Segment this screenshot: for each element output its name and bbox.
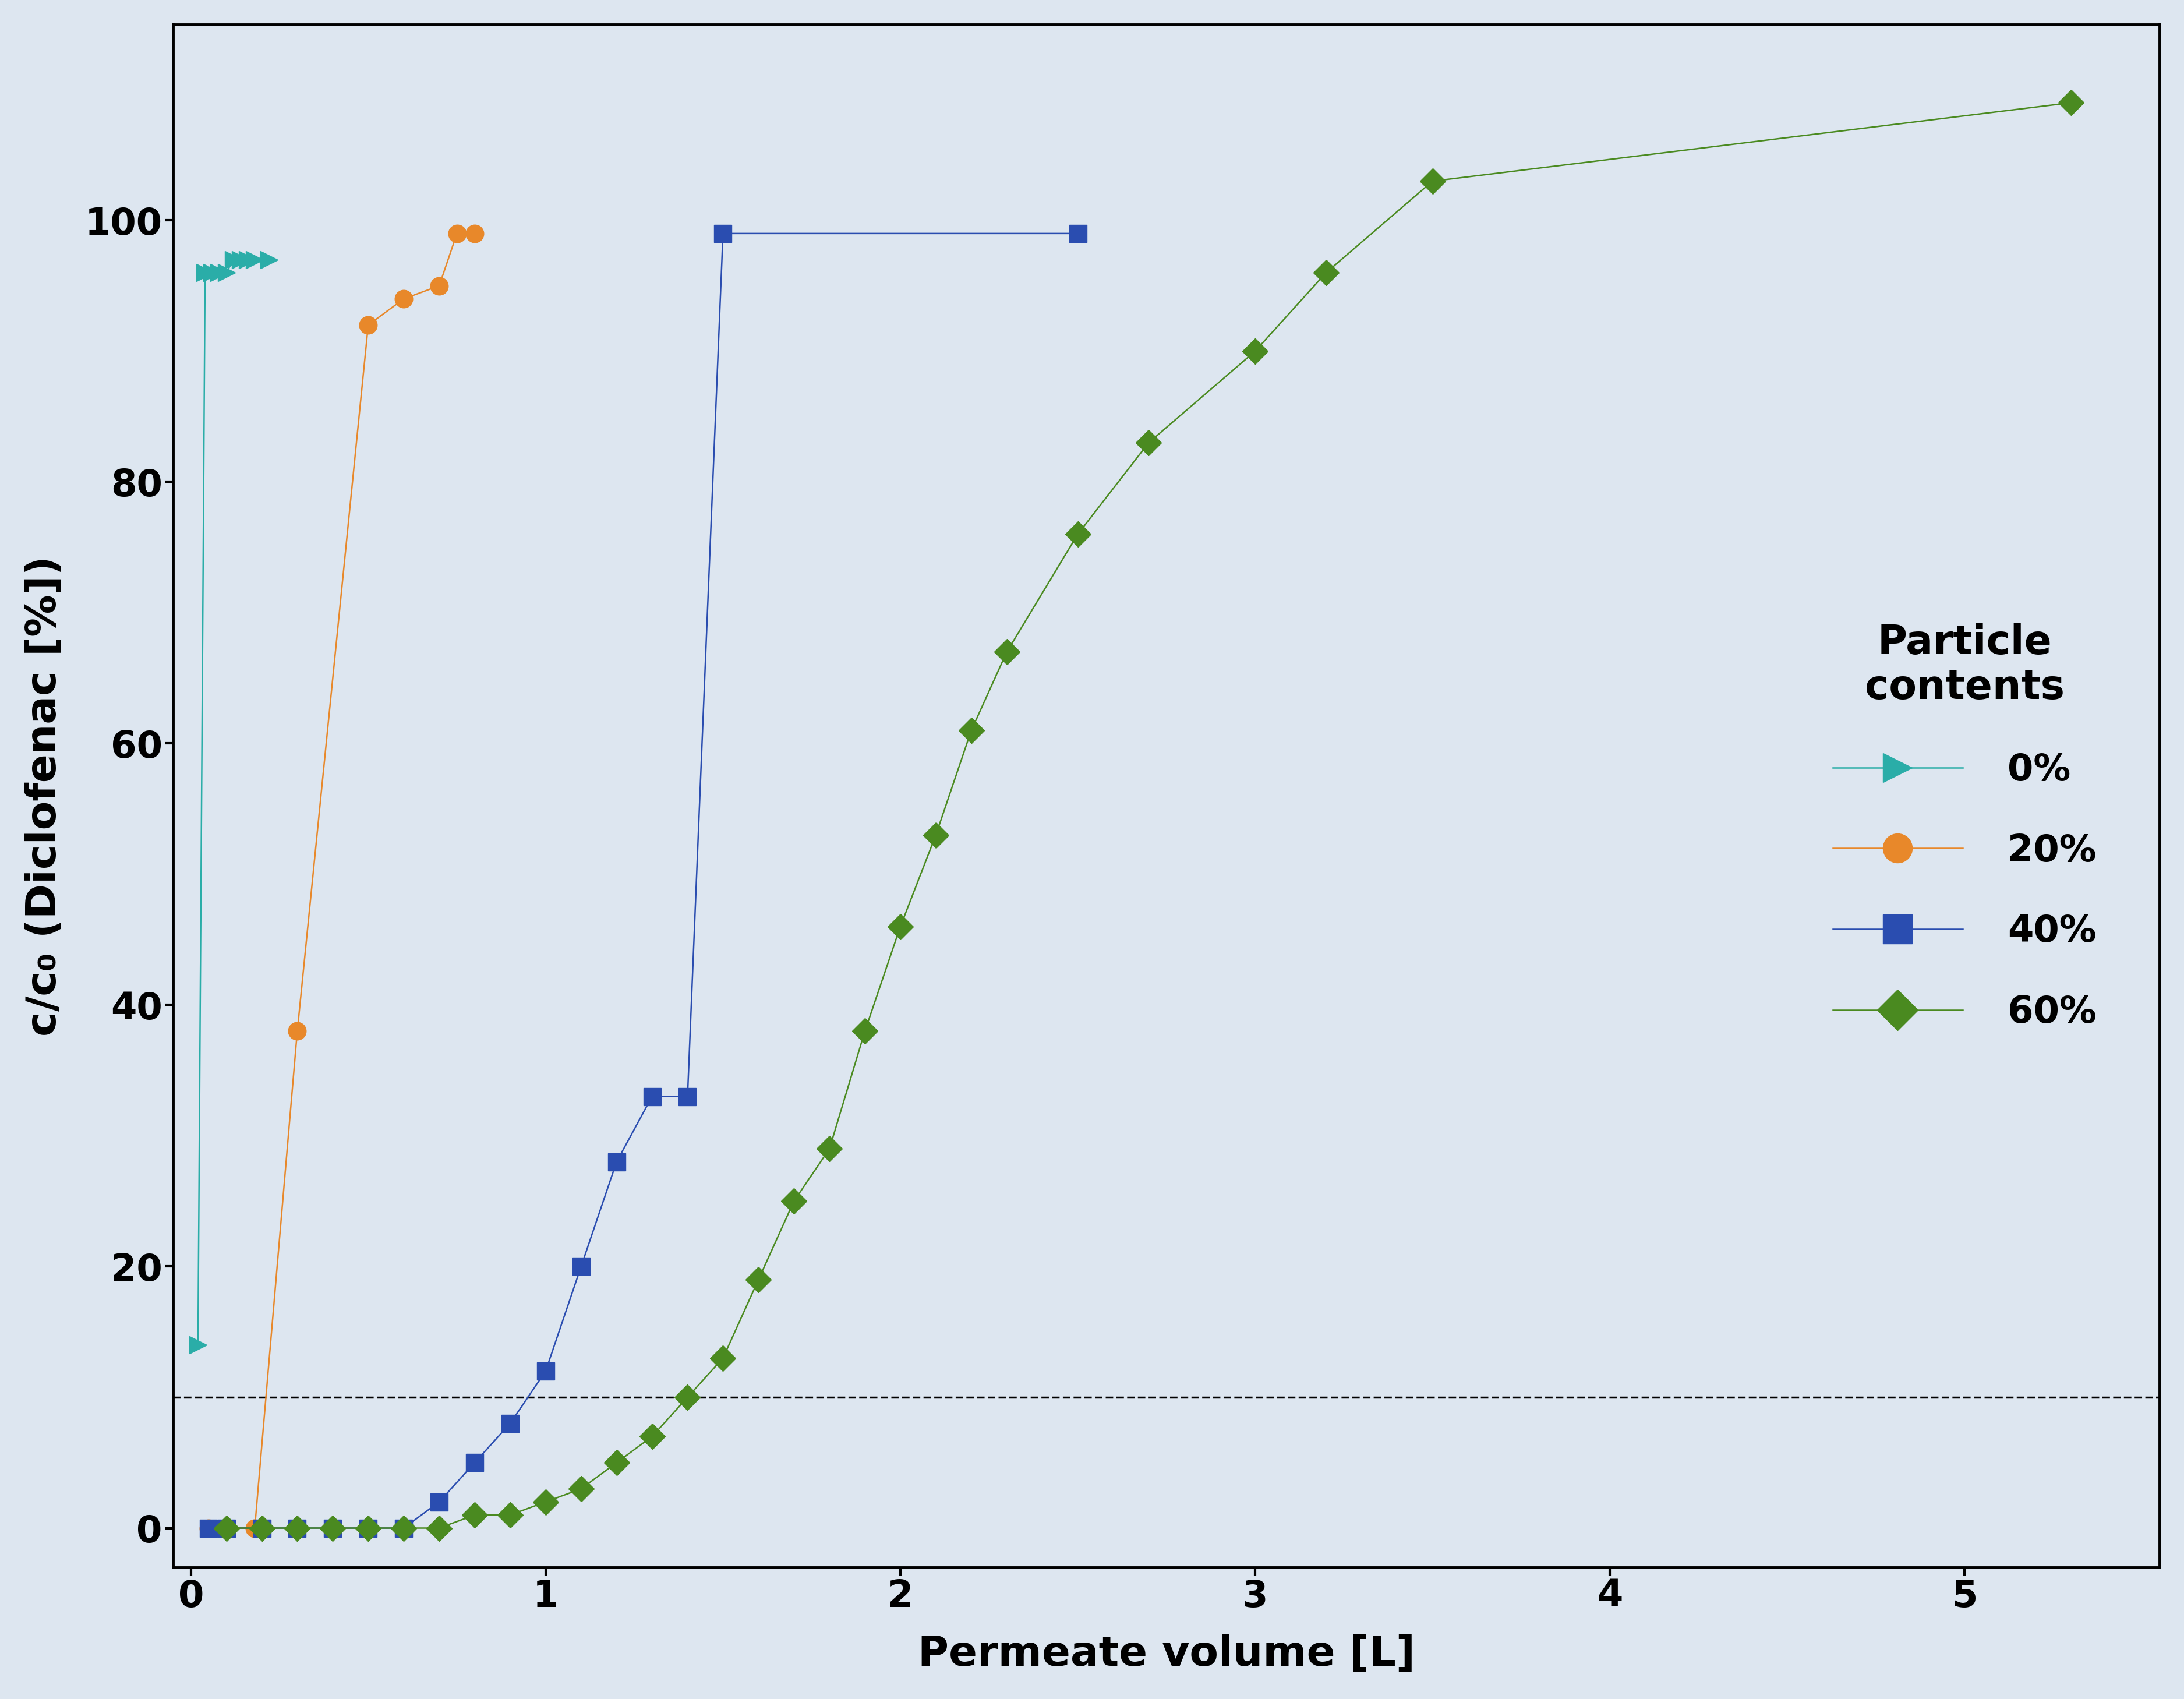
Legend: 0%, 20%, 40%, 60%: 0%, 20%, 40%, 60% bbox=[1817, 608, 2112, 1045]
X-axis label: Permeate volume [L]: Permeate volume [L] bbox=[917, 1634, 1415, 1675]
Y-axis label: c/c₀ (Diclofenac [%]): c/c₀ (Diclofenac [%]) bbox=[24, 556, 66, 1036]
